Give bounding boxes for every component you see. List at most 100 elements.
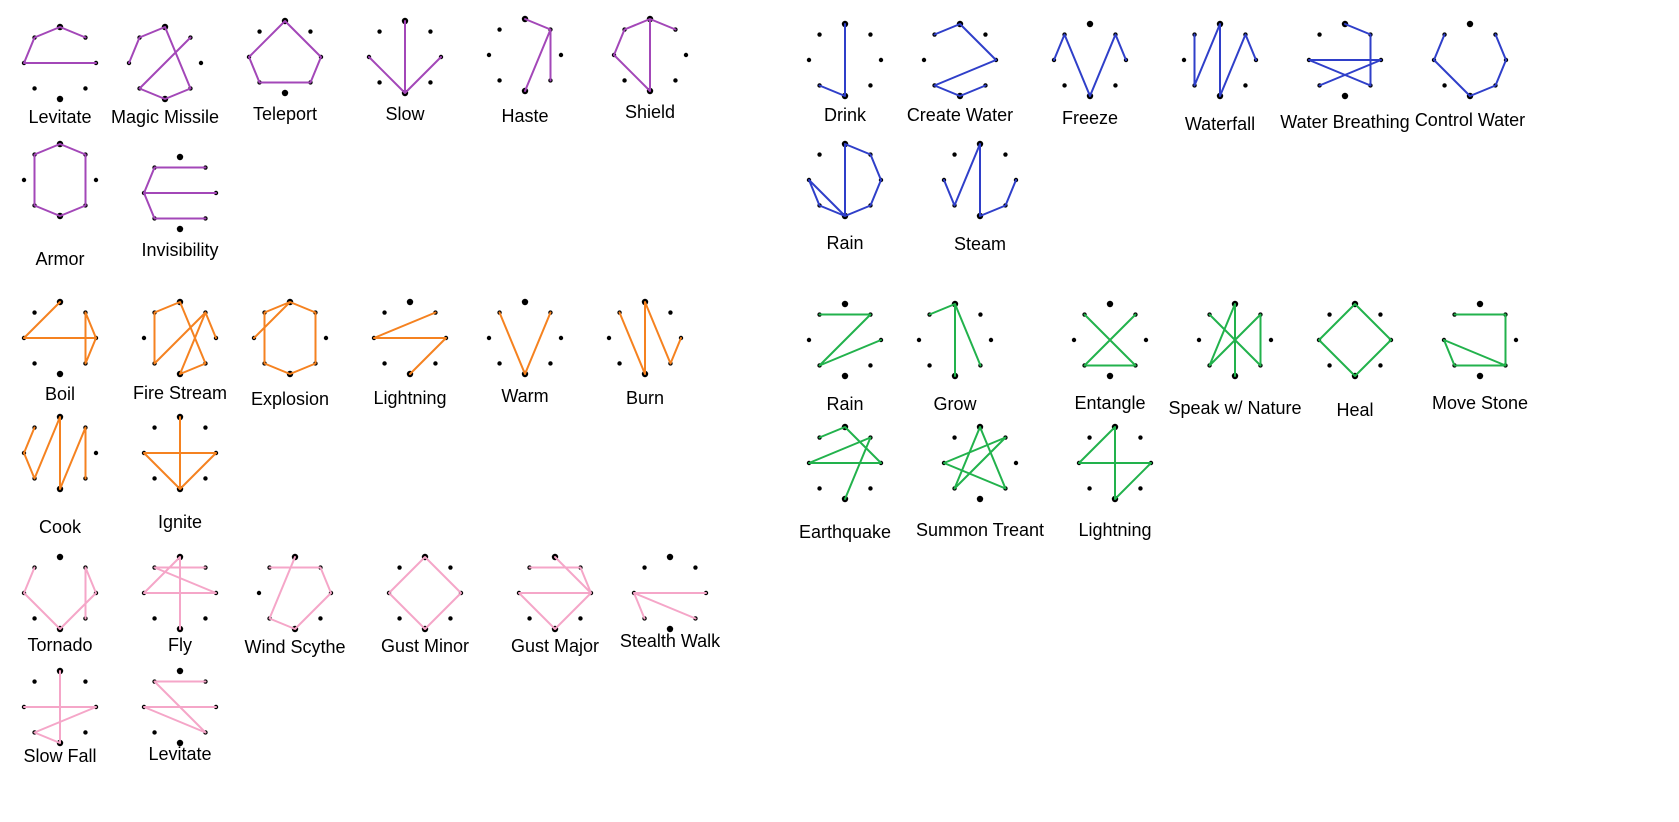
glyph-dot: [1243, 32, 1248, 37]
glyph-stroke: [498, 311, 552, 375]
glyph-dot: [983, 83, 988, 88]
glyph-dot: [1196, 337, 1202, 343]
glyph-dot: [308, 80, 313, 85]
glyph-dot: [1493, 83, 1498, 88]
glyph-dot: [428, 29, 433, 34]
glyph-stroke: [253, 301, 317, 375]
glyph-dot: [868, 486, 873, 491]
glyph-dot: [56, 212, 64, 220]
glyph-dot: [1216, 20, 1224, 28]
glyph-dot: [246, 54, 252, 60]
glyph-dot: [868, 435, 873, 440]
glyph-dot: [137, 35, 142, 40]
glyph-dot: [868, 32, 873, 37]
glyph-stroke: [818, 313, 882, 367]
glyph-dot: [841, 495, 849, 503]
glyph-dot: [951, 372, 959, 380]
glyph-dot: [198, 60, 204, 66]
glyph-dot: [32, 203, 37, 208]
glyph-dot: [1378, 312, 1383, 317]
glyph-dot: [126, 60, 132, 66]
glyph-dot: [257, 29, 262, 34]
glyph-dot: [1086, 92, 1094, 100]
glyph-dot: [32, 476, 37, 481]
glyph-dot: [1452, 363, 1457, 368]
glyph-dot: [951, 300, 959, 308]
glyph-dot: [1431, 57, 1437, 63]
glyph-dot: [817, 363, 822, 368]
glyph-dot: [878, 177, 884, 183]
glyph-dot: [806, 337, 812, 343]
spell-label: Rain: [826, 394, 864, 414]
glyph-dot: [641, 298, 649, 306]
spell-label: Lightning: [1078, 520, 1152, 540]
glyph-stroke: [518, 556, 592, 630]
glyph-dot: [141, 335, 147, 341]
glyph-dot: [673, 27, 678, 32]
glyph-dot: [433, 310, 438, 315]
glyph-dot: [921, 57, 927, 63]
glyph-dot: [1051, 57, 1057, 63]
glyph-dot: [262, 361, 267, 366]
glyph-dot: [678, 335, 684, 341]
glyph-dot: [382, 361, 387, 366]
glyph-dot: [952, 203, 957, 208]
glyph-dot: [497, 78, 502, 83]
glyph-dot: [817, 486, 822, 491]
spell-label: Grow: [933, 394, 977, 414]
glyph-dot: [32, 35, 37, 40]
glyph-dot: [1123, 57, 1129, 63]
glyph-dot: [878, 57, 884, 63]
glyph-dot: [516, 590, 522, 596]
glyph-dot: [1341, 20, 1349, 28]
glyph-dot: [578, 565, 583, 570]
glyph-stroke: [808, 426, 882, 500]
glyph-dot: [1476, 300, 1484, 308]
glyph-dot: [1003, 203, 1008, 208]
glyph-stroke: [23, 26, 97, 64]
glyph-dot: [983, 32, 988, 37]
glyph-dot: [817, 203, 822, 208]
glyph-dot: [1476, 372, 1484, 380]
glyph-dot: [141, 190, 147, 196]
spell-label: Teleport: [252, 104, 318, 124]
glyph-dot: [558, 52, 564, 58]
glyph-dot: [213, 590, 219, 596]
glyph-dot: [83, 86, 88, 91]
spell-label: Drink: [823, 105, 867, 125]
glyph-dot: [56, 485, 64, 493]
glyph-dot: [203, 425, 208, 430]
glyph-dot: [978, 312, 983, 317]
glyph-dot: [291, 553, 299, 561]
glyph-dot: [213, 704, 219, 710]
glyph-dot: [152, 565, 157, 570]
spell-label: Speak w/ Nature: [1168, 398, 1302, 418]
glyph-dot: [281, 89, 289, 97]
glyph-dot: [1378, 57, 1384, 63]
glyph-dot: [1106, 372, 1114, 380]
glyph-dot: [1442, 83, 1447, 88]
glyph-dot: [152, 730, 157, 735]
glyph-dot: [406, 370, 414, 378]
glyph-dot: [83, 425, 88, 430]
glyph-dot: [32, 310, 37, 315]
glyph-stroke: [524, 18, 552, 92]
glyph-stroke: [1083, 313, 1137, 367]
glyph-dot: [1111, 495, 1119, 503]
glyph-dot: [401, 17, 409, 25]
glyph-dot: [1113, 83, 1118, 88]
glyph-dot: [377, 29, 382, 34]
glyph-dot: [641, 370, 649, 378]
glyph-dot: [588, 590, 594, 596]
glyph-dot: [1351, 300, 1359, 308]
glyph-dot: [1087, 435, 1092, 440]
glyph-stroke: [143, 166, 217, 220]
glyph-dot: [1503, 312, 1508, 317]
glyph-dot: [1082, 312, 1087, 317]
glyph-stroke: [1433, 33, 1507, 97]
glyph-dot: [401, 89, 409, 97]
glyph-dot: [32, 361, 37, 366]
glyph-dot: [673, 78, 678, 83]
glyph-dot: [497, 310, 502, 315]
spell-label: Armor: [35, 249, 85, 269]
